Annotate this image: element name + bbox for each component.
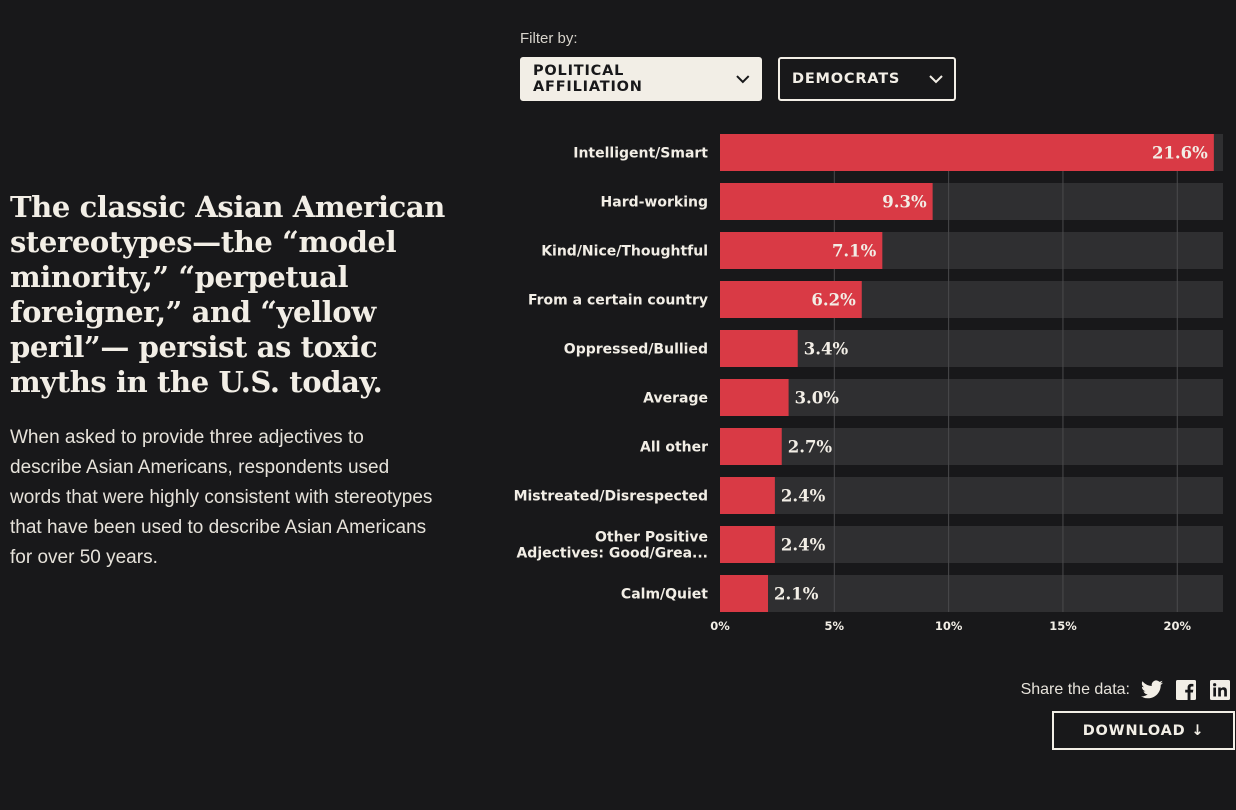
twitter-icon[interactable] [1140,678,1164,702]
linkedin-icon[interactable] [1208,678,1232,702]
category-label: Intelligent/Smart [573,146,708,162]
bar-track [720,379,1223,416]
category-labels: Intelligent/Smart Hard-working Kind/Nice/T… [514,146,709,603]
bar[interactable] [720,232,883,269]
bar[interactable] [720,330,798,367]
download-button[interactable]: DOWNLOAD ↓ [1052,711,1235,750]
value-label: 7.1% [832,242,877,261]
body-text: When asked to provide three adjectives t… [10,427,433,568]
bar-chart: Intelligent/Smart Hard-working Kind/Nice/T… [514,134,1223,633]
value-label: 3.0% [795,389,840,408]
bar[interactable] [720,477,775,514]
category-label: Kind/Nice/Thoughtful [541,244,708,260]
share-label: Share the data: [1020,681,1130,698]
facebook-icon[interactable] [1174,678,1198,702]
bar[interactable] [720,281,862,318]
value-label: 9.3% [882,193,927,212]
headline: The classic Asian American stereotypes—t… [10,190,445,399]
value-labels: 21.6% 9.3% 7.1% 6.2% 3.4% 3.0% 2.7% 2.4% 2.4% 2.1… [774,144,1208,604]
category-label: Adjectives: Good/Grea... [516,546,708,562]
bar[interactable] [720,428,782,465]
bar-tracks [720,134,1223,612]
bar-track [720,526,1223,563]
bar[interactable] [720,183,933,220]
chevron-down-icon [736,75,750,84]
bar[interactable] [720,526,775,563]
category-label: Mistreated/Disrespected [514,489,708,505]
bar-track [720,477,1223,514]
x-tick-label: 10% [935,619,963,633]
affiliation-select-value: POLITICAL AFFILIATION [533,63,643,95]
value-label: 6.2% [811,291,856,310]
category-label: Other Positive [595,530,708,546]
value-label: 2.1% [774,585,819,604]
bar[interactable] [720,575,769,612]
share-bar: Share the data: [1021,678,1232,702]
x-tick-label: 5% [825,619,845,633]
group-select-value: DEMOCRATS [792,71,901,87]
x-axis-ticks: 0% 5% 10% 15% 20% [710,619,1191,633]
chevron-down-icon [929,75,943,84]
category-label: All other [640,440,708,456]
category-label: Calm/Quiet [621,587,708,603]
group-select[interactable]: DEMOCRATS [778,57,956,101]
bar-track [720,428,1223,465]
category-label: From a certain country [528,293,708,309]
category-label: Hard-working [601,195,708,211]
bar-track [720,330,1223,367]
bar[interactable] [720,379,789,416]
category-label: Average [643,391,708,407]
value-label: 2.4% [781,487,826,506]
filter-label: Filter by: [520,30,578,47]
value-label: 21.6% [1152,144,1208,163]
bar-track [720,575,1223,612]
chart-bars [720,134,1214,612]
bar[interactable] [720,134,1214,171]
x-tick-label: 15% [1049,619,1077,633]
category-label: Oppressed/Bullied [564,342,708,358]
x-tick-label: 0% [710,619,730,633]
value-label: 3.4% [804,340,849,359]
x-tick-label: 20% [1164,619,1192,633]
affiliation-select[interactable]: POLITICAL AFFILIATION [520,57,762,101]
value-label: 2.4% [781,536,826,555]
value-label: 2.7% [788,438,833,457]
